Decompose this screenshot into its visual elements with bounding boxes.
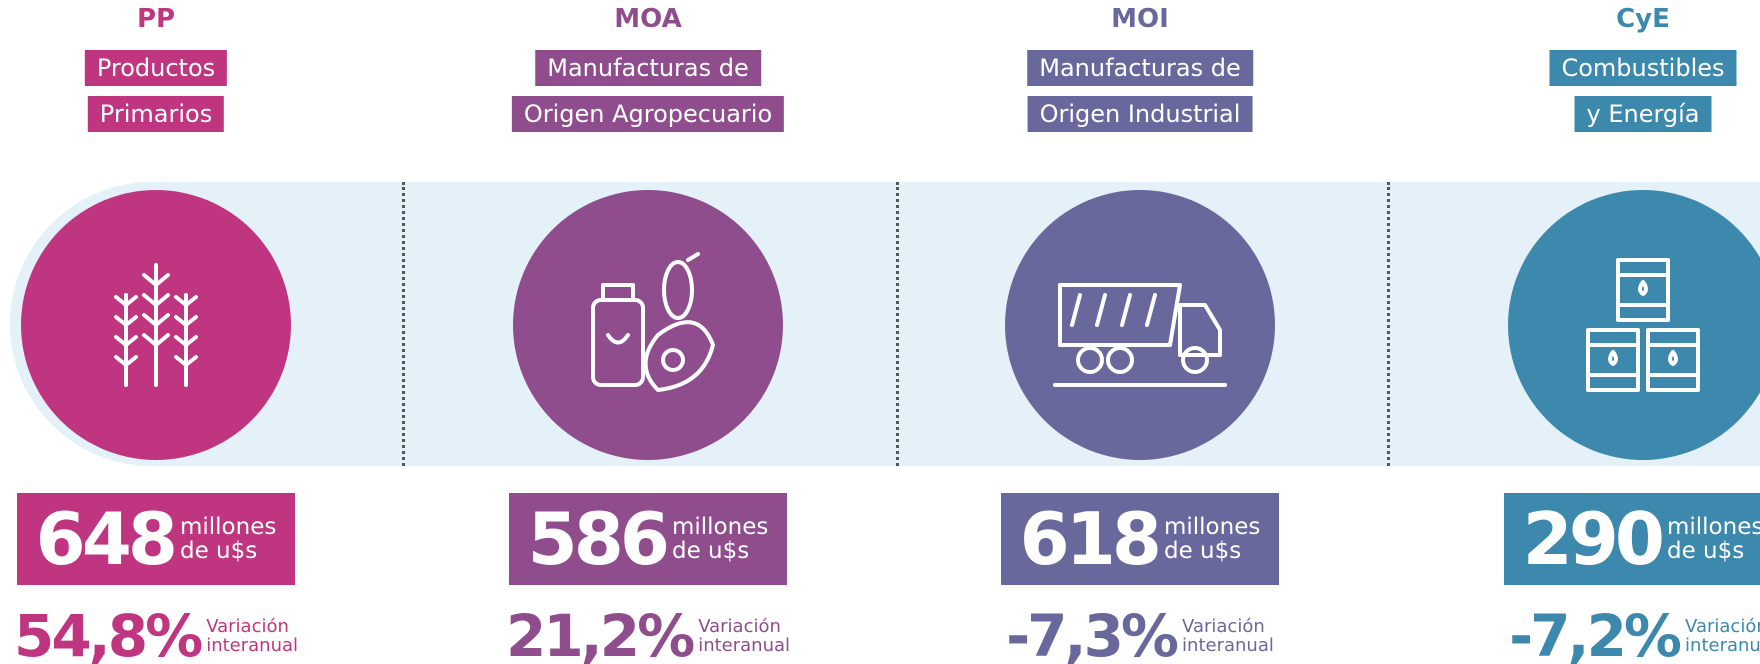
icon-circle bbox=[21, 190, 291, 460]
category-label: Origen Agropecuario bbox=[511, 96, 785, 132]
unit: millones de u$s bbox=[180, 515, 276, 563]
unit-line: millones bbox=[1163, 514, 1261, 540]
unit-line: de u$s bbox=[179, 538, 258, 564]
value-box: 618 millones de u$s bbox=[1001, 493, 1279, 585]
icon-circle bbox=[1005, 190, 1275, 460]
variation: 54,8% Variación interanual bbox=[0, 602, 366, 664]
variation-value: -7,3% bbox=[1006, 602, 1179, 664]
category-label: Manufacturas de bbox=[1027, 50, 1253, 86]
variation-label-line: interanual bbox=[1685, 635, 1760, 656]
unit: millones de u$s bbox=[1164, 515, 1260, 563]
separator bbox=[402, 182, 405, 466]
unit-line: de u$s bbox=[671, 538, 750, 564]
column-code: MOI bbox=[1111, 4, 1169, 34]
value-box: 290 millones de u$s bbox=[1504, 493, 1760, 585]
value-box: 648 millones de u$s bbox=[17, 493, 295, 585]
variation-value: 54,8% bbox=[13, 602, 203, 664]
variation-label-line: interanual bbox=[698, 635, 791, 656]
background-band bbox=[10, 182, 1760, 466]
unit-line: de u$s bbox=[1163, 538, 1242, 564]
variation-value: 21,2% bbox=[505, 602, 695, 664]
variation-label-line: Variación bbox=[698, 616, 781, 637]
category-label: Primarios bbox=[87, 96, 225, 132]
column-code: MOA bbox=[614, 4, 682, 34]
icon bbox=[591, 252, 715, 392]
category-label: Combustibles bbox=[1549, 50, 1737, 86]
unit-line: millones bbox=[671, 514, 769, 540]
variation-label-line: Variación bbox=[1182, 616, 1265, 637]
column-code: CyE bbox=[1616, 4, 1670, 34]
variation: -7,3% Variación interanual bbox=[930, 602, 1350, 664]
variation: 21,2% Variación interanual bbox=[438, 602, 858, 664]
unit-line: millones bbox=[1666, 514, 1760, 540]
value-box: 586 millones de u$s bbox=[509, 493, 787, 585]
category-label: Manufacturas de bbox=[535, 50, 761, 86]
separator bbox=[896, 182, 899, 466]
separator bbox=[1387, 182, 1390, 466]
icon bbox=[1053, 283, 1227, 387]
column-code: PP bbox=[136, 4, 176, 34]
value: 290 bbox=[1522, 497, 1665, 581]
value: 648 bbox=[35, 497, 178, 581]
variation-label-line: Variación bbox=[1685, 616, 1760, 637]
unit: millones de u$s bbox=[672, 515, 768, 563]
category-label: Origen Industrial bbox=[1027, 96, 1253, 132]
unit-line: millones bbox=[179, 514, 277, 540]
icon bbox=[114, 263, 198, 387]
icon-circle bbox=[513, 190, 783, 460]
category-label: Productos bbox=[84, 50, 228, 86]
variation-label-line: Variación bbox=[206, 616, 289, 637]
unit-line: de u$s bbox=[1666, 538, 1745, 564]
icon bbox=[1586, 258, 1700, 392]
variation-label-line: interanual bbox=[206, 635, 299, 656]
category-label: y Energía bbox=[1574, 96, 1712, 132]
variation-label-line: interanual bbox=[1182, 635, 1274, 656]
icon-circle bbox=[1508, 190, 1760, 460]
unit: millones de u$s bbox=[1667, 515, 1760, 563]
value: 618 bbox=[1019, 497, 1162, 581]
value: 586 bbox=[527, 497, 670, 581]
variation-value: -7,2% bbox=[1509, 602, 1682, 664]
